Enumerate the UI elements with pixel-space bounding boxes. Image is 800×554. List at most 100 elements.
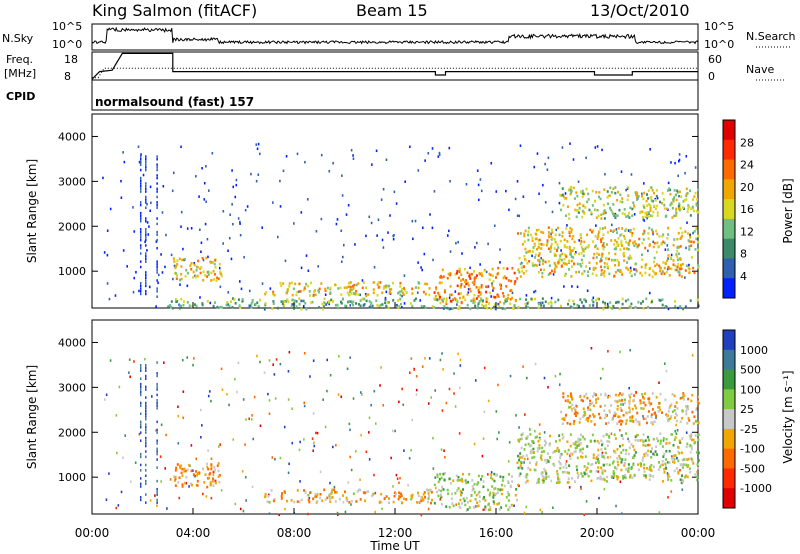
scatter-point	[200, 435, 202, 439]
region-point	[642, 433, 645, 436]
region-point	[562, 395, 565, 399]
region-point	[519, 452, 522, 455]
region-point	[651, 230, 654, 234]
region-point	[305, 307, 308, 311]
region-point	[570, 189, 573, 193]
scatter-point	[457, 240, 459, 244]
streak-point	[145, 425, 147, 429]
region-point	[541, 474, 544, 478]
region-point	[521, 437, 524, 441]
region-point	[502, 292, 505, 295]
streak-point	[145, 493, 147, 496]
region-point	[457, 276, 460, 280]
region-point	[350, 288, 353, 292]
region-point	[643, 454, 646, 458]
region-point	[425, 488, 428, 492]
region-point	[214, 479, 217, 483]
region-point	[696, 451, 699, 454]
region-point	[264, 292, 267, 296]
scatter-point	[228, 236, 231, 240]
region-point	[324, 289, 327, 293]
scatter-point	[210, 457, 213, 461]
streak-point	[156, 382, 158, 386]
region-point	[503, 302, 506, 305]
region-point	[210, 271, 213, 275]
region-point	[181, 483, 184, 486]
region-point	[673, 469, 676, 473]
streak-point	[156, 158, 158, 161]
region-point	[464, 503, 467, 507]
region-point	[548, 443, 551, 447]
region-point	[570, 452, 573, 456]
region-point	[529, 233, 532, 237]
region-point	[564, 274, 567, 277]
region-point	[550, 238, 553, 241]
scatter-point	[312, 449, 315, 452]
scatter-point	[448, 387, 451, 391]
streak-point	[156, 187, 158, 191]
region-point	[697, 234, 700, 238]
region-point	[519, 232, 522, 235]
region-point	[580, 301, 583, 304]
region-point	[545, 477, 548, 480]
region-point	[176, 274, 179, 277]
region-point	[686, 210, 689, 213]
scatter-point	[315, 229, 318, 233]
scatter-point	[374, 491, 377, 495]
region-point	[600, 443, 603, 447]
scatter-point	[543, 431, 546, 434]
region-point	[438, 294, 441, 297]
freq-unit: [MHz]	[4, 67, 36, 80]
region-point	[329, 291, 332, 295]
region-point	[612, 414, 615, 418]
region-point	[395, 303, 398, 307]
region-point	[295, 293, 298, 297]
region-point	[307, 498, 310, 502]
scatter-point	[538, 192, 540, 196]
ytick-label: 2000	[58, 426, 86, 439]
region-point	[555, 440, 558, 443]
region-point	[695, 227, 698, 231]
streak-point	[145, 290, 147, 293]
region-point	[558, 478, 561, 481]
region-point	[336, 303, 339, 307]
region-point	[507, 493, 510, 497]
region-point	[212, 470, 215, 474]
scatter-point	[696, 470, 698, 474]
region-point	[411, 493, 414, 497]
region-point	[304, 301, 307, 305]
scatter-point	[146, 203, 148, 206]
region-point	[259, 298, 262, 302]
scatter-point	[208, 189, 210, 192]
region-point	[302, 299, 305, 303]
region-point	[617, 300, 620, 304]
region-point	[637, 195, 640, 198]
scatter-point	[182, 247, 184, 251]
streak-point	[139, 388, 142, 391]
region-point	[582, 399, 585, 403]
region-point	[599, 259, 602, 263]
scatter-point	[663, 362, 666, 365]
region-point	[479, 291, 482, 294]
region-point	[463, 285, 466, 288]
streak-point	[139, 190, 142, 193]
region-point	[653, 453, 656, 456]
region-point	[191, 305, 194, 308]
scatter-point	[361, 279, 364, 282]
region-point	[608, 410, 611, 414]
region-point	[563, 245, 566, 249]
streak-point	[145, 409, 147, 413]
region-point	[460, 273, 463, 276]
region-point	[348, 501, 351, 504]
scatter-point	[257, 142, 260, 146]
region-point	[388, 288, 391, 291]
scatter-point	[487, 242, 489, 246]
region-point	[578, 202, 581, 205]
region-point	[448, 477, 451, 481]
scatter-point	[595, 224, 597, 227]
region-point	[212, 261, 215, 264]
region-point	[697, 438, 700, 442]
region-point	[666, 236, 669, 240]
scatter-point	[434, 389, 437, 392]
scatter-point	[336, 218, 339, 221]
